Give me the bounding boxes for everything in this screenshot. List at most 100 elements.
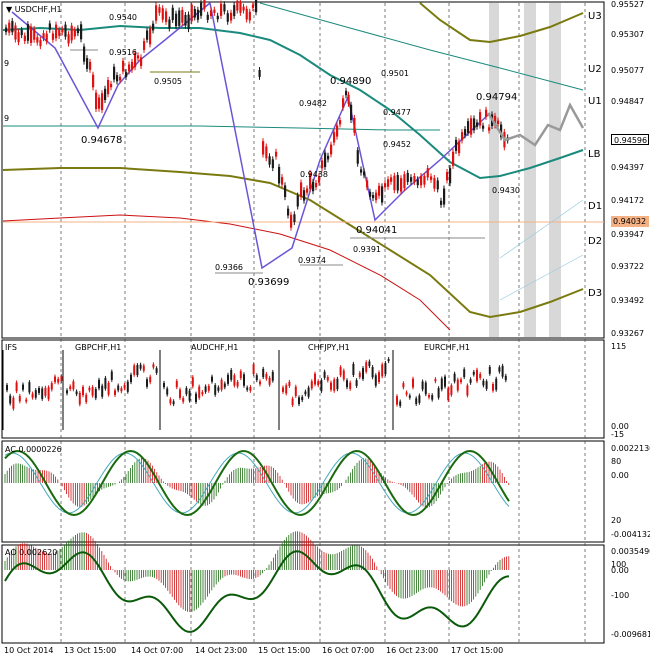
ifs-body [22, 384, 24, 390]
ifs-body [217, 387, 220, 391]
candle-body [420, 176, 423, 186]
candle-body [83, 46, 86, 62]
candle-body [482, 125, 485, 129]
candle-body [500, 124, 503, 138]
ifs-tick: 0.00 [611, 422, 629, 431]
ifs-body [447, 388, 450, 400]
ifs-body [415, 398, 418, 404]
ifs-body [285, 385, 288, 394]
candle-body [165, 11, 168, 22]
candle-body [95, 92, 98, 110]
ifs-body [155, 368, 158, 373]
price-tick: 0.95527 [611, 0, 645, 9]
level-lb: LB [588, 149, 601, 160]
candle-body [255, 0, 258, 13]
upper-trend-line [259, 2, 584, 91]
candle-body [290, 214, 293, 228]
candle-body [262, 141, 265, 155]
candle-body [369, 191, 372, 197]
candle-body [248, 11, 251, 21]
price-tick: 0.95077 [611, 66, 645, 75]
ifs-body [294, 386, 297, 396]
ifs-body [271, 371, 274, 381]
left-mark: 9 [4, 114, 10, 123]
symbol-title[interactable]: ▼ USDCHF,H1 [6, 5, 62, 14]
ifs-body [175, 380, 178, 388]
value-label: 0.9482 [299, 99, 327, 108]
ifs-body [139, 364, 142, 369]
candle-body [39, 39, 42, 47]
candle-body [381, 186, 384, 203]
ifs-body [444, 376, 446, 387]
ifs-body [346, 380, 348, 388]
candle-body [220, 3, 223, 16]
ifs-body [246, 387, 249, 390]
candle-body [101, 93, 104, 111]
candle-body [187, 14, 190, 30]
candle-body [20, 29, 23, 36]
candle-body [137, 55, 140, 59]
ifs-body [166, 388, 169, 395]
time-tick: 10 Oct 2014 [4, 646, 54, 655]
candle-body [485, 109, 488, 117]
candle-body [104, 88, 107, 101]
candle-body [300, 182, 303, 198]
ifs-symbol: EURCHF,H1 [424, 343, 470, 352]
candle-body [268, 156, 271, 165]
ifs-body [136, 364, 139, 376]
ao-indicator [4, 531, 510, 633]
candle-body [387, 179, 390, 187]
candle-body [449, 168, 452, 184]
candle-body [347, 94, 350, 104]
ifs-body [182, 398, 185, 402]
ao-pane-frame [1, 544, 605, 644]
candle-body [58, 29, 61, 36]
ac-signal-line [4, 452, 510, 514]
ifs-body [374, 375, 377, 386]
candle-body [436, 180, 439, 190]
candle-body [80, 24, 83, 40]
ifs-body [259, 381, 261, 385]
ac-tick: -0.0041320 [611, 530, 650, 539]
ifs-body [57, 378, 60, 383]
pivot-label: 0.94794 [476, 92, 518, 103]
candle-body [426, 168, 429, 178]
ifs-body [450, 385, 453, 395]
ifs-body [69, 386, 72, 390]
ifs-symbol: AUDCHF,H1 [191, 343, 239, 352]
candle-body [181, 9, 184, 23]
candle-body [384, 183, 387, 188]
ifs-body [358, 372, 361, 378]
ifs-body [25, 399, 28, 402]
ifs-body [104, 377, 107, 389]
price-tick: 0.93267 [611, 329, 645, 338]
ifs-body [44, 387, 47, 396]
candle-body [470, 118, 473, 135]
candle-body [216, 15, 219, 20]
price-tick: 0.94172 [611, 196, 645, 205]
candle-body [64, 24, 67, 37]
candle-body [131, 61, 134, 70]
ifs-body [323, 371, 326, 378]
candle-body [146, 30, 149, 40]
ifs-tick: -15 [611, 430, 625, 439]
candle-body [390, 177, 393, 182]
candle-body [258, 69, 261, 77]
ifs-body [399, 401, 402, 406]
ifs-body [94, 389, 97, 399]
ao-main-line [4, 550, 510, 633]
ifs-body [317, 381, 320, 386]
time-tick: 16 Oct 07:00 [322, 646, 375, 655]
time-tick: 16 Oct 23:00 [386, 646, 439, 655]
candle-body [17, 32, 20, 43]
candle-body [168, 19, 171, 29]
ifs-body [387, 359, 390, 362]
value-label: 0.9391 [353, 245, 381, 254]
time-tick: 13 Oct 15:00 [64, 646, 117, 655]
candle-body [175, 13, 178, 27]
ifs-body [498, 367, 501, 372]
candle-body [67, 34, 70, 44]
ifs-body [233, 375, 236, 386]
ifs-body [188, 390, 191, 401]
